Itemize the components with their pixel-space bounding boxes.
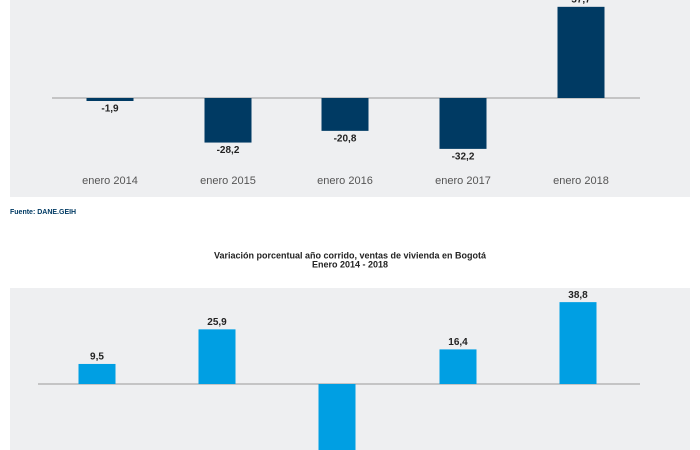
data-label: -32,2 <box>452 152 475 163</box>
x-tick-label: enero 2015 <box>200 175 256 187</box>
data-label: -1,9 <box>101 104 119 115</box>
data-label: -28,2 <box>217 145 240 156</box>
x-tick-label: enero 2016 <box>317 175 373 187</box>
bar <box>204 98 252 143</box>
data-label: 16,4 <box>448 337 468 348</box>
bar <box>439 98 487 149</box>
bar <box>198 329 236 384</box>
bar <box>318 384 356 450</box>
chart-subtitle: Enero 2014 - 2018 <box>312 259 388 269</box>
data-label: 25,9 <box>207 317 227 328</box>
x-tick-label: enero 2017 <box>435 175 491 187</box>
bar <box>557 6 605 99</box>
bar <box>559 302 597 384</box>
data-label: 57,7 <box>571 0 591 5</box>
data-label: -20,8 <box>334 134 357 145</box>
chart-title: Variación porcentual año corrido, ventas… <box>214 250 487 260</box>
data-label: 9,5 <box>90 352 104 363</box>
x-tick-label: enero 2018 <box>553 175 609 187</box>
source: Fuente: DANE.GEIH <box>10 209 76 216</box>
bar <box>78 363 116 384</box>
x-tick-label: enero 2014 <box>82 175 138 187</box>
bar <box>321 98 369 131</box>
data-label: 38,8 <box>568 290 588 301</box>
bar <box>439 349 477 384</box>
bar <box>86 98 134 102</box>
